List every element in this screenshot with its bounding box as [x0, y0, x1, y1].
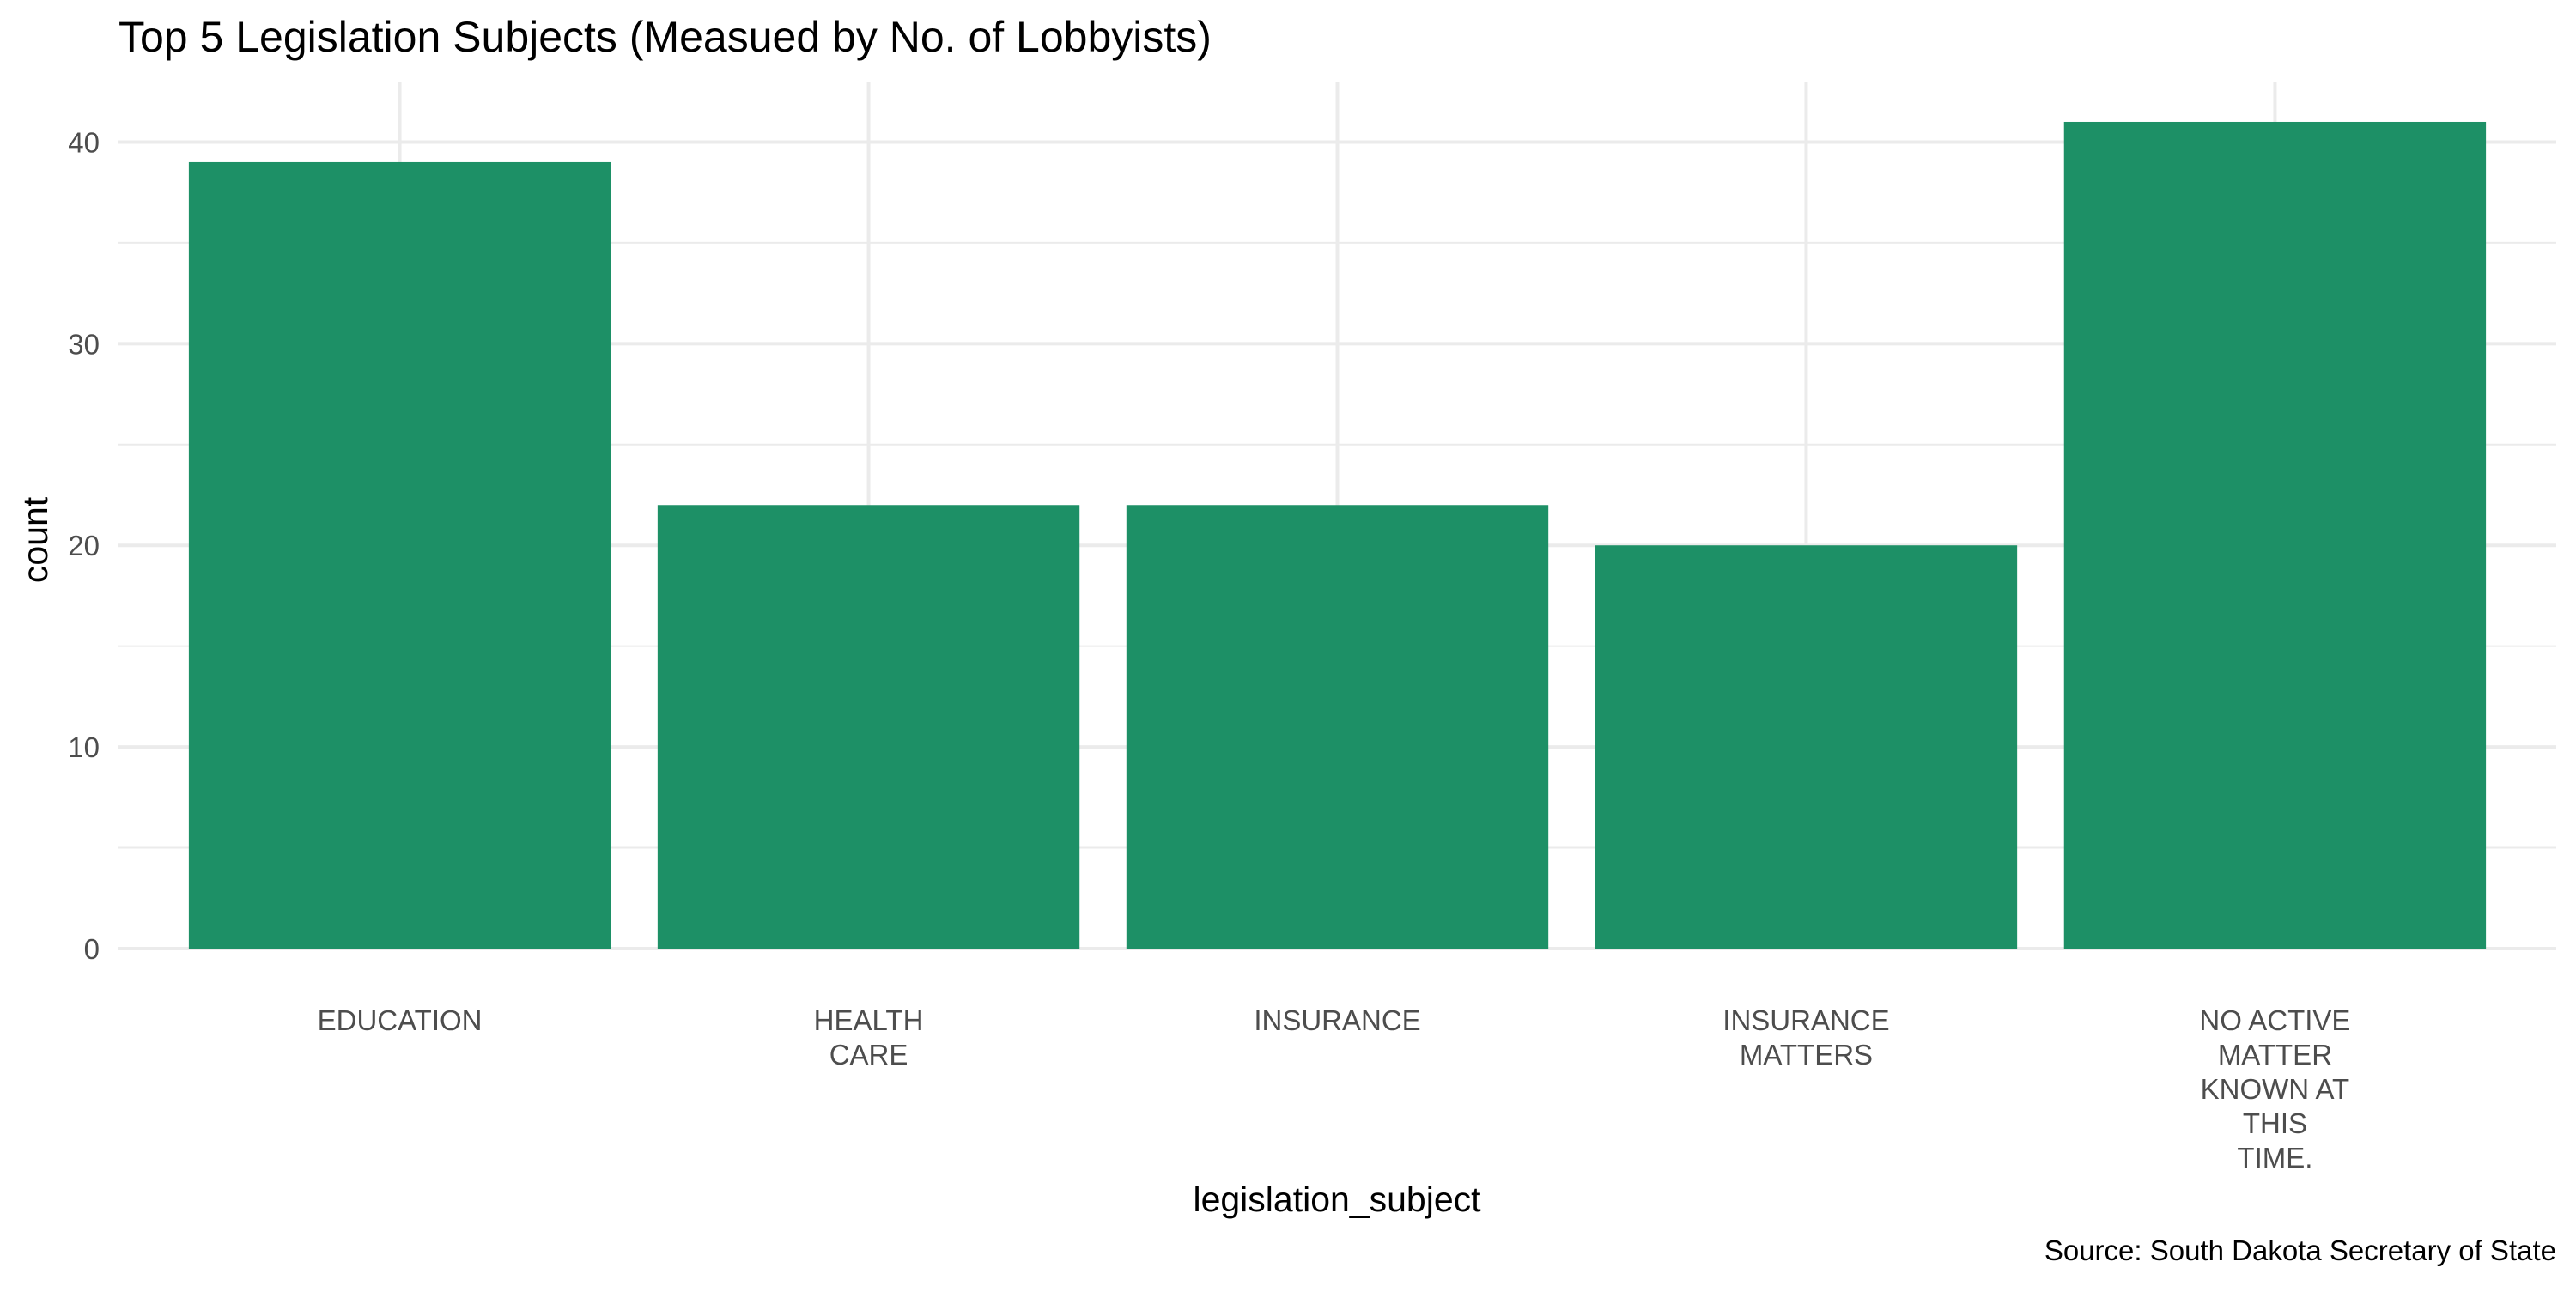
bar: [188, 161, 611, 949]
y-axis-ticks: 0 10 20 30 40: [68, 126, 100, 965]
x-tick-label-line: TIME.: [2237, 1142, 2312, 1174]
x-tick-label-line: THIS: [2243, 1107, 2307, 1139]
bar: [2063, 121, 2487, 949]
x-tick-label: INSURANCE MATTERS: [1722, 1004, 1889, 1071]
bar: [1595, 545, 2018, 949]
chart-caption: Source: South Dakota Secretary of State: [2044, 1234, 2556, 1266]
x-tick-label: INSURANCE: [1254, 1004, 1420, 1036]
chart-title: Top 5 Legislation Subjects (Measued by N…: [118, 13, 1212, 61]
x-tick-label-line: INSURANCE: [1254, 1004, 1420, 1036]
x-tick-label-line: MATTER: [2218, 1039, 2332, 1071]
y-tick-label: 0: [84, 933, 100, 965]
x-tick-label-line: NO ACTIVE: [2199, 1004, 2350, 1036]
x-tick-label-line: EDUCATION: [318, 1004, 483, 1036]
x-tick-label-line: MATTERS: [1740, 1039, 1873, 1071]
bar: [657, 505, 1080, 949]
y-tick-label: 20: [68, 530, 100, 561]
x-tick-label-line: CARE: [829, 1039, 908, 1071]
x-tick-label-line: HEALTH: [814, 1004, 924, 1036]
x-tick-label-line: KNOWN AT: [2201, 1073, 2350, 1105]
x-tick-label: NO ACTIVE MATTER KNOWN AT THIS TIME.: [2199, 1004, 2350, 1174]
y-axis-title: count: [15, 496, 55, 583]
x-tick-label-line: INSURANCE: [1722, 1004, 1889, 1036]
y-tick-label: 30: [68, 328, 100, 360]
bar: [1126, 505, 1549, 949]
y-tick-label: 10: [68, 731, 100, 763]
x-tick-label: EDUCATION: [318, 1004, 483, 1036]
y-tick-label: 40: [68, 126, 100, 158]
x-tick-label: HEALTH CARE: [814, 1004, 924, 1071]
x-axis-title: legislation_subject: [1193, 1180, 1481, 1219]
bars: [188, 121, 2487, 949]
